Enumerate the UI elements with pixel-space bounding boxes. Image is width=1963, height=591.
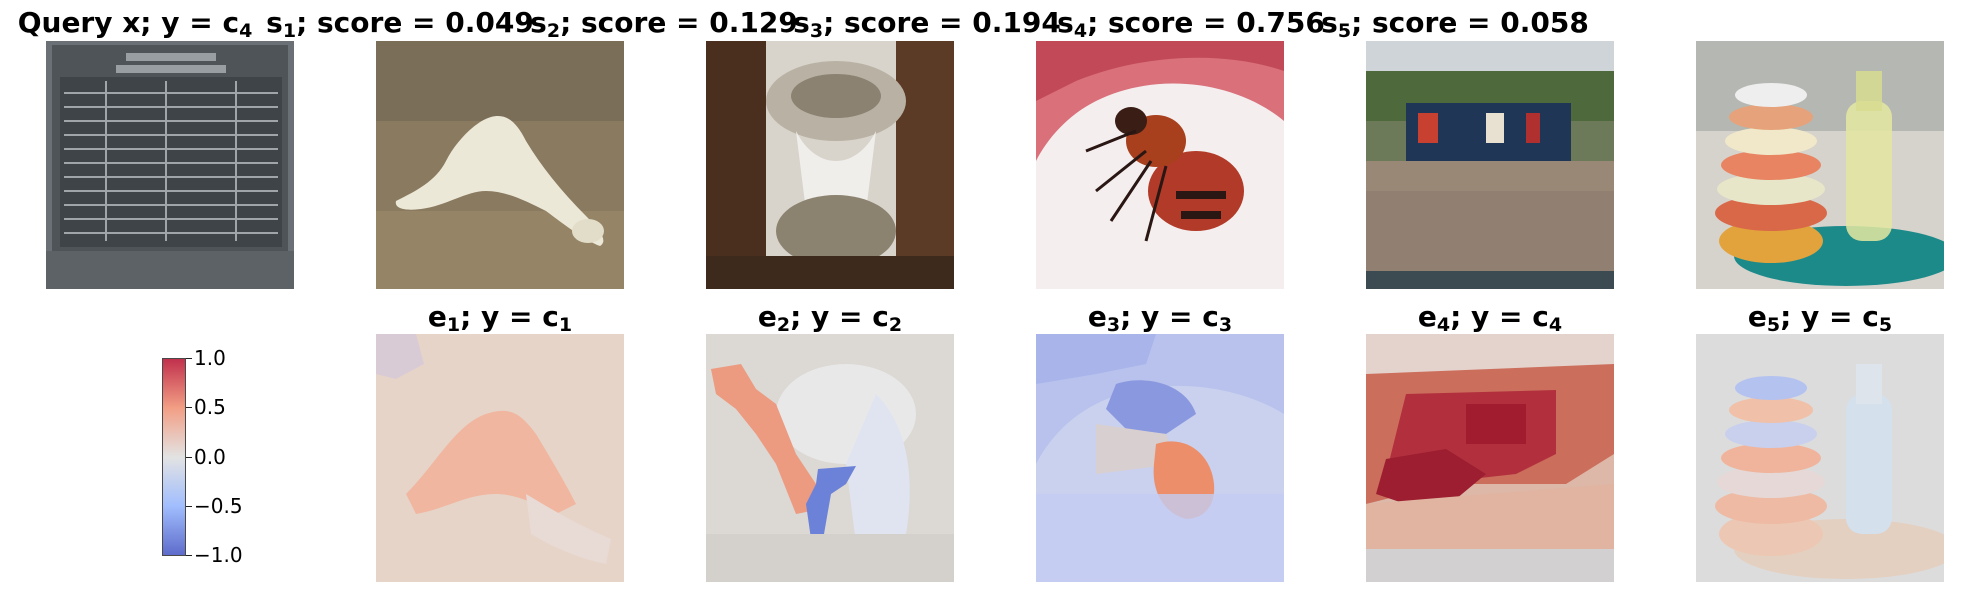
colorbar-tick-label: −1.0 <box>194 543 243 567</box>
explanation-2-title: e2; y = c2 <box>757 300 903 336</box>
sample-4-image <box>1366 41 1614 289</box>
explanation-1-heatmap <box>376 334 624 582</box>
query-image <box>46 41 294 289</box>
colorbar-tick <box>186 358 192 359</box>
colorbar-tick-label: 1.0 <box>194 346 226 370</box>
colorbar-tick <box>186 506 192 507</box>
sample-2-title: s2; score = 0.129 <box>530 6 798 42</box>
explanation-3-heatmap <box>1036 334 1284 582</box>
explanation-3-title: e3; y = c3 <box>1087 300 1233 336</box>
colorbar-tick <box>186 555 192 556</box>
colorbar-tick-label: 0.0 <box>194 445 226 469</box>
colorbar <box>162 358 186 556</box>
sample-1-image <box>376 41 624 289</box>
sample-4-title: s4; score = 0.756 <box>1057 6 1325 42</box>
sample-5-title: s5; score = 0.058 <box>1321 6 1589 42</box>
explanation-4-title: e4; y = c4 <box>1417 300 1563 336</box>
sample-3-image <box>1036 41 1284 289</box>
colorbar-tick-label: −0.5 <box>194 494 243 518</box>
explanation-4-heatmap <box>1366 334 1614 582</box>
explanation-5-title: e5; y = c5 <box>1747 300 1893 336</box>
explanation-1-title: e1; y = c1 <box>427 300 573 336</box>
explanation-5-heatmap <box>1696 334 1944 582</box>
sample-1-title: s1; score = 0.049 <box>266 6 534 42</box>
colorbar-tick <box>186 457 192 458</box>
sample-3-title: s3; score = 0.194 <box>793 6 1061 42</box>
colorbar-tick-label: 0.5 <box>194 395 226 419</box>
sample-5-image <box>1696 41 1944 289</box>
sample-2-image <box>706 41 954 289</box>
explanation-2-heatmap <box>706 334 954 582</box>
colorbar-tick <box>186 407 192 408</box>
query-title: Query x; y = c4 <box>17 6 253 42</box>
